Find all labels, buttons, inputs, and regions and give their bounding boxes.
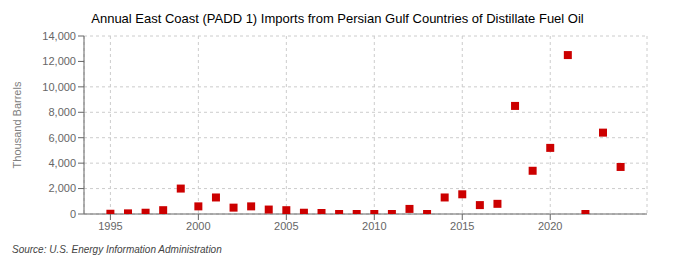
svg-text:0: 0: [70, 208, 76, 220]
svg-text:6,000: 6,000: [48, 132, 76, 144]
svg-text:10,000: 10,000: [42, 81, 76, 93]
svg-text:2020: 2020: [538, 220, 562, 232]
html-text:Annual East Coast (PADD 1) Imp: Annual East Coast (PADD 1) Imports from …: [91, 11, 584, 26]
svg-text:1995: 1995: [98, 220, 122, 232]
svg-text:8,000: 8,000: [48, 106, 76, 118]
svg-text:2010: 2010: [362, 220, 386, 232]
svg-text:12,000: 12,000: [42, 55, 76, 67]
svg-text:2,000: 2,000: [48, 182, 76, 194]
html-text:Source: U.S. Energy Informatio: Source: U.S. Energy Information Administ…: [12, 244, 222, 255]
svg-text:Thousand Barrels: Thousand Barrels: [11, 81, 23, 168]
svg-text:2005: 2005: [274, 220, 298, 232]
svg-text:2015: 2015: [450, 220, 474, 232]
svg-text:4,000: 4,000: [48, 157, 76, 169]
svg-text:2000: 2000: [186, 220, 210, 232]
svg-text:14,000: 14,000: [42, 30, 76, 42]
